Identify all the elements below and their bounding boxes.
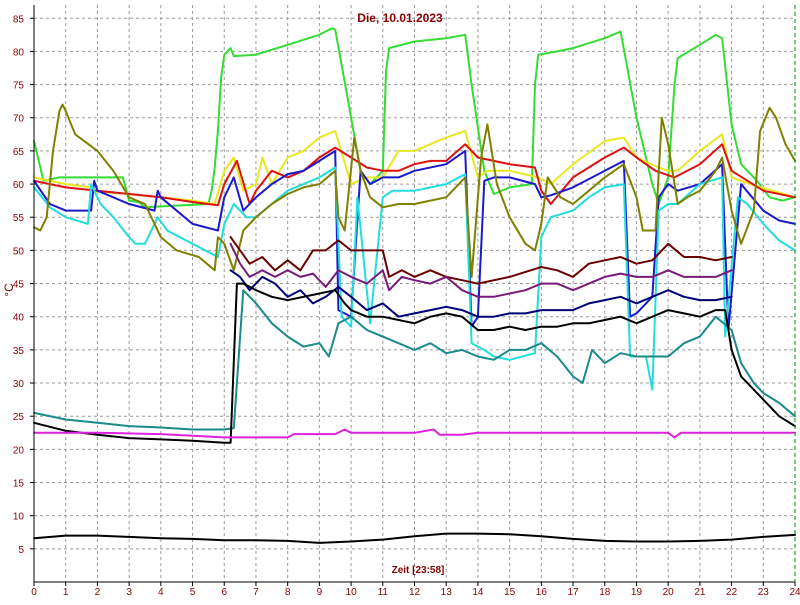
y-tick-label: 15 xyxy=(13,479,25,490)
y-tick-label: 75 xyxy=(13,81,25,92)
x-tick-label: 16 xyxy=(536,587,548,598)
y-tick-label: 45 xyxy=(13,280,25,291)
x-tick-label: 8 xyxy=(285,587,291,598)
x-tick-label: 2 xyxy=(95,587,101,598)
x-tick-label: 9 xyxy=(317,587,323,598)
y-tick-label: 35 xyxy=(13,346,25,357)
y-tick-label: 80 xyxy=(13,47,25,58)
series-line-6 xyxy=(33,103,796,278)
x-tick-label: 19 xyxy=(631,587,643,598)
y-tick-label: 85 xyxy=(13,14,25,25)
x-tick-label: 15 xyxy=(504,587,516,598)
x-tick-label: 17 xyxy=(567,587,579,598)
x-tick-label: 7 xyxy=(253,587,259,598)
y-tick-label: 65 xyxy=(13,147,25,158)
series-line-4 xyxy=(33,149,796,331)
x-tick-label: 1 xyxy=(63,587,69,598)
x-tick-label: 0 xyxy=(31,587,37,598)
y-tick-label: 60 xyxy=(13,180,25,191)
series-line-10 xyxy=(33,289,796,431)
y-tick-label: 50 xyxy=(13,246,25,257)
series-line-9 xyxy=(229,269,733,318)
x-tick-label: 5 xyxy=(190,587,196,598)
series-line-13 xyxy=(33,532,796,544)
x-tick-label: 11 xyxy=(378,587,389,598)
y-tick-label: 20 xyxy=(13,445,25,456)
y-tick-label: 25 xyxy=(13,412,25,423)
x-tick-label: 24 xyxy=(789,587,800,598)
y-axis-label: °C xyxy=(2,283,16,297)
series-line-11 xyxy=(33,282,796,444)
tick-layer: 0 1 2 3 4 5 6 7 8 9 10 11 12 13 14 15 16 17 18 19 20 21 22 23 24… xyxy=(13,14,800,598)
x-tick-label: 21 xyxy=(694,587,706,598)
y-tick-label: 55 xyxy=(13,213,25,224)
y-tick-label: 10 xyxy=(13,512,25,523)
x-tick-label: 18 xyxy=(599,587,611,598)
x-tick-label: 13 xyxy=(441,587,453,598)
x-tick-label: 22 xyxy=(726,587,738,598)
x-axis-label: Zeit [23:58] xyxy=(392,565,445,576)
series-line-5 xyxy=(33,166,796,391)
x-tick-label: 20 xyxy=(663,587,675,598)
series-line-3 xyxy=(33,143,796,207)
x-tick-label: 12 xyxy=(409,587,421,598)
x-tick-label: 6 xyxy=(221,587,227,598)
x-tick-label: 14 xyxy=(472,587,484,598)
series-line-7 xyxy=(229,236,733,285)
y-tick-label: 70 xyxy=(13,114,25,125)
series-layer xyxy=(33,27,796,544)
grid-layer xyxy=(34,5,795,582)
series-line-8 xyxy=(229,242,733,298)
series-line-1 xyxy=(33,27,796,209)
x-tick-label: 3 xyxy=(126,587,132,598)
x-tick-label: 4 xyxy=(158,587,164,598)
y-tick-label: 40 xyxy=(13,313,25,324)
series-line-12 xyxy=(33,428,796,439)
y-tick-label: 30 xyxy=(13,379,25,390)
chart-title: Die, 10.01.2023 xyxy=(357,11,443,25)
y-tick-label: 5 xyxy=(18,545,24,556)
x-tick-label: 10 xyxy=(346,587,358,598)
x-tick-label: 23 xyxy=(758,587,770,598)
